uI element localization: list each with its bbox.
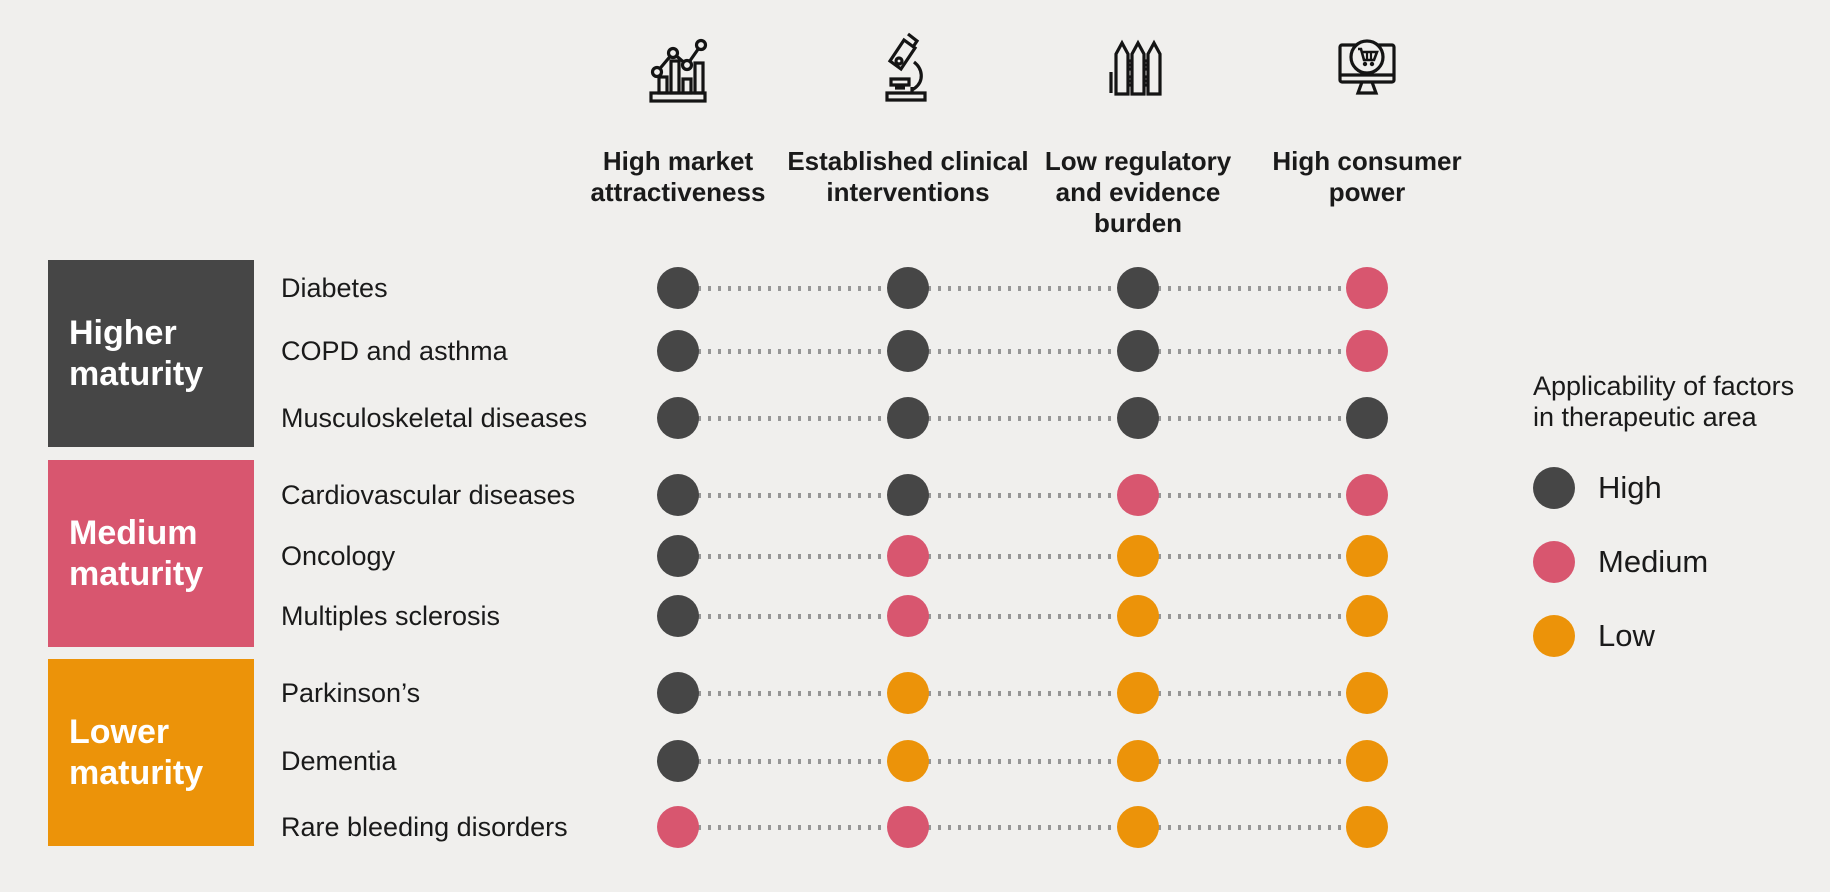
row-connector-line [678,691,1367,696]
applicability-dot-medium [1346,330,1388,372]
applicability-dot-low [1117,806,1159,848]
legend-item-label: High [1598,470,1662,505]
legend-item-label: Medium [1598,544,1709,579]
applicability-dot-low [1346,595,1388,637]
factor-header-label: High consumer power [1237,146,1497,208]
therapeutic-area-label: Multiples sclerosis [281,601,501,631]
applicability-dot-medium [657,806,699,848]
applicability-dot-high [1117,330,1159,372]
applicability-dot-low [1117,595,1159,637]
applicability-dot-low [887,672,929,714]
factor-header-label: High market attractiveness [548,146,808,208]
fence-icon [1098,30,1178,110]
factor-header-line: Low regulatory [1044,146,1232,176]
row-connector-line [678,416,1367,421]
applicability-dot-high [887,267,929,309]
therapeutic-area-label: Cardiovascular diseases [281,480,576,510]
maturity-block-high: Higher maturity [48,260,254,447]
factor-header-line: interventions [826,177,990,207]
therapeutic-area-label: Oncology [281,541,396,571]
row-connector-line [678,554,1367,559]
applicability-dot-low [1346,535,1388,577]
applicability-dot-high [657,672,699,714]
maturity-block-line: maturity [69,554,204,593]
maturity-block-line: maturity [69,753,204,792]
therapeutic-area-label: Dementia [281,746,397,776]
applicability-dot-medium [887,535,929,577]
factor-header-line: attractiveness [590,177,766,207]
applicability-dot-high [657,740,699,782]
row-connector-line [678,614,1367,619]
applicability-dot-low [1117,672,1159,714]
applicability-dot-medium [1117,474,1159,516]
applicability-dot-high [887,397,929,439]
therapeutic-area-label: Parkinson’s [281,678,421,708]
applicability-dot-low [1346,806,1388,848]
legend-item-label: Low [1598,618,1655,653]
applicability-dot-low [887,740,929,782]
applicability-dot-high [657,330,699,372]
legend-dot-low [1533,615,1575,657]
maturity-block-low: Lower maturity [48,659,254,846]
applicability-dot-high [657,535,699,577]
maturity-block-line: Medium [69,513,198,552]
applicability-dot-low [1117,740,1159,782]
factor-header-line: power [1328,177,1406,207]
online-shopping-icon [1327,30,1407,110]
therapeutic-area-label: COPD and asthma [281,336,508,366]
row-connector-line [678,825,1367,830]
factor-header-line: and evidence [1055,177,1221,207]
applicability-dot-medium [887,595,929,637]
applicability-dot-medium [1346,474,1388,516]
applicability-dot-medium [887,806,929,848]
applicability-dot-high [657,267,699,309]
row-connector-line [678,286,1367,291]
bar-chart-icon [638,30,718,110]
factor-header-label: Low regulatory and evidence burden [1008,146,1268,239]
applicability-dot-high [887,474,929,516]
factor-header-label: Established clinical interventions [778,146,1038,208]
applicability-dot-high [1117,397,1159,439]
row-connector-line [678,759,1367,764]
applicability-dot-high [1346,397,1388,439]
row-connector-line [678,493,1367,498]
therapeutic-area-label: Diabetes [281,273,388,303]
applicability-dot-high [657,595,699,637]
applicability-dot-high [887,330,929,372]
factor-header-line: High consumer [1272,146,1462,176]
microscope-icon [868,30,948,110]
factor-header-line: burden [1093,208,1183,238]
row-connector-line [678,349,1367,354]
factor-header-line: Established clinical [787,146,1029,176]
maturity-block-line: Lower [69,712,170,751]
legend-title-line: Applicability of factors [1533,371,1795,401]
legend-dot-medium [1533,541,1575,583]
applicability-dot-medium [1346,267,1388,309]
applicability-dot-high [657,397,699,439]
applicability-dot-low [1117,535,1159,577]
maturity-block-line: Higher [69,313,177,352]
therapeutic-area-label: Musculoskeletal diseases [281,403,588,433]
therapeutic-area-label: Rare bleeding disorders [281,812,568,842]
applicability-dot-low [1346,740,1388,782]
applicability-dot-high [1117,267,1159,309]
maturity-block-medium: Medium maturity [48,460,254,647]
factor-header-line: High market [602,146,754,176]
legend-dot-high [1533,467,1575,509]
applicability-dot-low [1346,672,1388,714]
maturity-block-line: maturity [69,354,204,393]
legend-title: Applicability of factors in therapeutic a… [1533,371,1794,433]
legend-title-line: in therapeutic area [1533,402,1757,432]
applicability-dot-high [657,474,699,516]
